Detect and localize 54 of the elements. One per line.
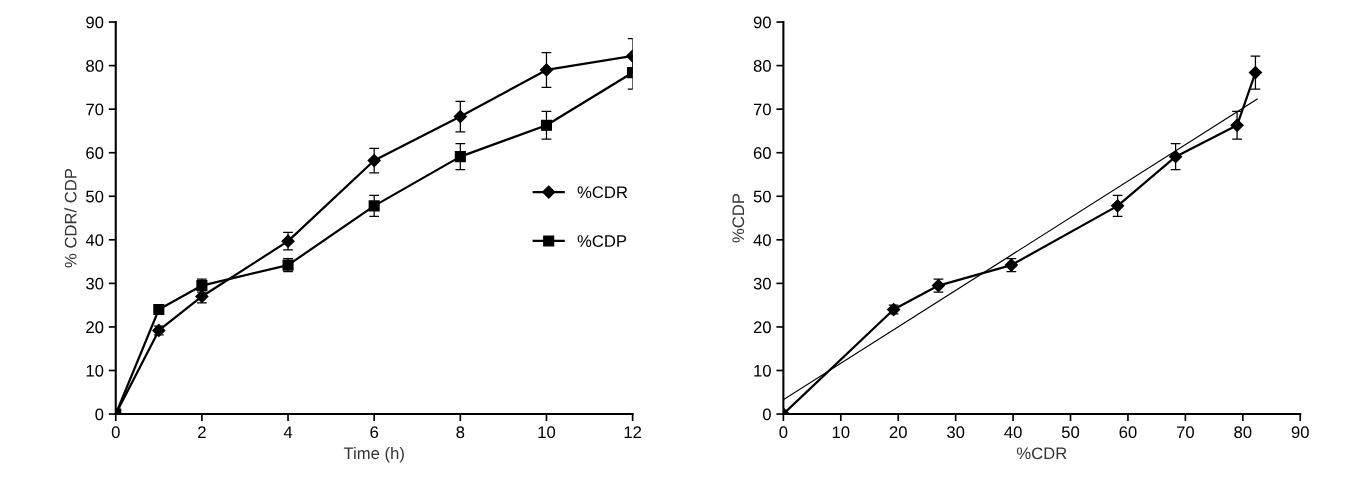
y-tick-label: 60 [86, 147, 104, 159]
x-tick-label: 8 [456, 426, 465, 439]
point [1169, 150, 1183, 164]
point [453, 109, 467, 124]
x-tick-label: 6 [370, 426, 379, 439]
point [153, 303, 165, 316]
x-tick-label: 70 [1176, 426, 1194, 439]
point [539, 63, 554, 77]
x-tick-label: 30 [947, 426, 965, 439]
y-tick-label: 50 [86, 190, 104, 203]
point [1111, 199, 1125, 213]
y-tick-label: 20 [86, 321, 104, 334]
x-tick-label: 10 [832, 426, 850, 439]
x-tick-label: 10 [538, 426, 556, 439]
x-tick-label: 90 [1291, 426, 1309, 439]
y-tick-label: 60 [753, 147, 771, 159]
y-axis-title: % CDR/ CDP [64, 168, 77, 268]
x-tick-label: 2 [198, 426, 206, 438]
y-tick-label: 0 [762, 408, 771, 421]
y-tick-label: 40 [753, 234, 771, 247]
x-axis-title: Time (h) [343, 446, 404, 463]
x-tick-label: 12 [624, 426, 642, 438]
legend-label: %CDP [577, 235, 627, 247]
y-tick-label: 50 [753, 190, 771, 203]
y-tick-label: 70 [86, 103, 104, 116]
point [368, 200, 380, 212]
x-tick-label: 20 [889, 426, 907, 439]
y-tick-label: 20 [753, 321, 771, 334]
point [1230, 118, 1244, 132]
x-tick-label: 0 [779, 426, 788, 439]
y-tick-label: 70 [753, 103, 771, 116]
x-tick-label: 60 [1119, 426, 1137, 439]
y-tick-label: 90 [753, 16, 771, 29]
point [540, 119, 553, 131]
legend-label: %CDR [577, 186, 628, 199]
x-axis-title: %CDR [1016, 447, 1067, 460]
x-tick-label: 50 [1061, 426, 1080, 439]
point [367, 153, 381, 168]
x-tick-label: 80 [1234, 426, 1252, 439]
point [1248, 65, 1263, 80]
x-tick-label: 40 [1004, 426, 1022, 439]
y-tick-label: 0 [95, 408, 104, 421]
y-tick-label: 30 [86, 277, 104, 290]
x-tick-label: 4 [283, 426, 293, 438]
y-tick-label: 10 [86, 364, 104, 377]
y-tick-label: 30 [753, 277, 771, 290]
point [454, 151, 466, 163]
x-tick-label: 0 [111, 426, 120, 439]
y-tick-label: 90 [86, 16, 104, 29]
y-tick-label: 80 [753, 60, 771, 72]
y-axis-title: %CDP [732, 193, 745, 243]
y-tick-label: 10 [754, 364, 771, 377]
y-tick-label: 80 [86, 60, 104, 72]
y-tick-label: 40 [85, 234, 104, 247]
